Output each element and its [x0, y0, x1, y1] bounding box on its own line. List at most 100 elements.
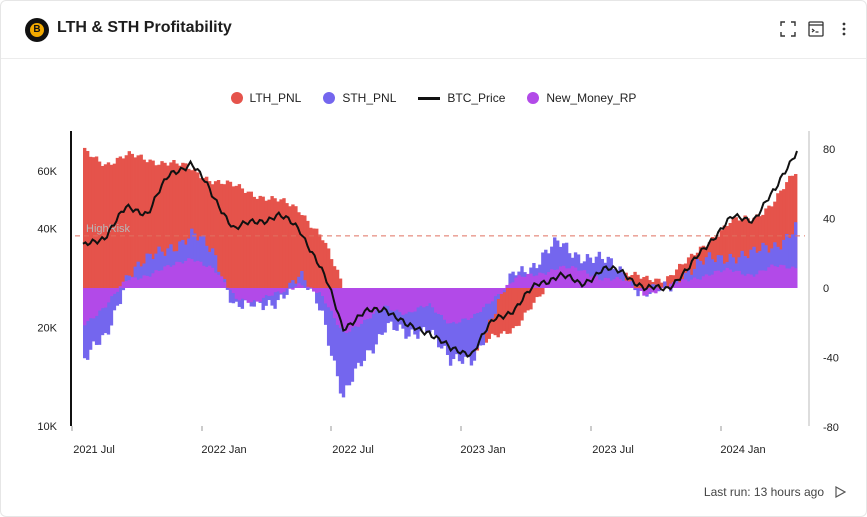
lth-pnl-bar — [240, 188, 245, 288]
legend-label: STH_PNL — [342, 91, 397, 105]
lth-pnl-bar — [207, 181, 212, 288]
new-money-rp-bar — [187, 258, 191, 288]
lth-pnl-bar — [642, 277, 646, 288]
new-money-rp-bar — [157, 270, 161, 288]
sth-pnl-bar — [440, 288, 444, 349]
new-money-rp-bar — [639, 288, 643, 291]
y-right-tick-label: -80 — [823, 422, 839, 434]
sth-pnl-bar — [463, 288, 468, 357]
lth-pnl-bar — [184, 163, 188, 288]
sth-pnl-bar — [407, 288, 411, 337]
lth-pnl-bar — [532, 288, 536, 303]
sth-pnl-bar — [707, 252, 712, 288]
lth-pnl-bar — [196, 172, 200, 288]
new-money-rp-bar — [499, 288, 503, 294]
sth-pnl-bar — [460, 288, 465, 364]
more-options-icon[interactable] — [836, 21, 852, 37]
new-money-rp-bar — [365, 288, 369, 320]
bitcoin-icon: B — [30, 23, 44, 37]
lth-pnl-bar — [243, 192, 248, 288]
lth-pnl-bar — [249, 191, 253, 288]
new-money-rp-bar — [523, 276, 527, 288]
fullscreen-icon[interactable] — [780, 21, 796, 37]
new-money-rp-bar — [196, 260, 200, 288]
legend-label: LTH_PNL — [249, 91, 302, 105]
new-money-rp-bar — [136, 279, 140, 288]
new-money-rp-bar — [276, 288, 280, 292]
new-money-rp-bar — [368, 288, 372, 319]
new-money-rp-bar — [478, 288, 483, 312]
new-money-rp-bar — [559, 266, 563, 288]
legend-item-sth-pnl[interactable]: STH_PNL — [323, 91, 396, 105]
sth-pnl-bar — [794, 222, 798, 288]
new-money-rp-bar — [219, 276, 224, 288]
new-money-rp-bar — [660, 287, 664, 288]
new-money-rp-bar — [413, 288, 417, 312]
new-money-rp-bar — [100, 288, 105, 309]
new-money-rp-bar — [258, 288, 262, 302]
new-money-rp-bar — [335, 288, 340, 325]
sth-pnl-bar — [469, 288, 474, 366]
legend-item-btc-price[interactable]: BTC_Price — [418, 91, 505, 105]
y-left-tick-label: 60K — [37, 166, 57, 178]
legend-item-lth-pnl[interactable]: LTH_PNL — [230, 91, 302, 105]
new-money-rp-bar — [115, 288, 120, 292]
lth-pnl-bar — [97, 161, 102, 288]
legend-item-new-money-rp[interactable]: New_Money_RP — [527, 91, 636, 105]
new-money-rp-bar — [83, 288, 87, 326]
sth-pnl-bar — [225, 288, 230, 290]
y-right-tick-label: -40 — [823, 353, 839, 365]
new-money-rp-bar — [350, 288, 355, 328]
new-money-rp-bar — [502, 288, 506, 291]
new-money-rp-bar — [704, 274, 709, 288]
lth-pnl-bar — [520, 288, 524, 321]
new-money-rp-bar — [645, 288, 649, 296]
sth-pnl-bar — [478, 288, 483, 346]
sth-pnl-bar — [425, 288, 429, 333]
sth-pnl-bar — [288, 282, 292, 288]
new-money-rp-bar — [249, 288, 253, 303]
lth-pnl-bar — [273, 198, 277, 288]
lth-pnl-bar — [770, 206, 774, 288]
sth-pnl-bar — [457, 288, 462, 362]
new-money-rp-bar — [746, 273, 750, 288]
x-tick-label: 2022 Jan — [201, 444, 246, 456]
new-money-rp-bar — [422, 288, 426, 308]
legend-label: BTC_Price — [447, 91, 506, 105]
y-right-tick-label: 40 — [823, 214, 835, 226]
x-tick-label: 2023 Jan — [460, 444, 505, 456]
lth-pnl-bar — [294, 206, 298, 288]
lth-pnl-bar — [734, 217, 738, 288]
x-tick-label: 2021 Jul — [73, 444, 115, 456]
console-icon[interactable] — [808, 21, 824, 37]
new-money-rp-bar — [401, 288, 405, 315]
new-money-rp-bar — [237, 288, 242, 301]
new-money-rp-bar — [240, 288, 245, 299]
lth-pnl-bar — [261, 196, 265, 288]
sth-pnl-bar — [740, 250, 744, 288]
brand-logo: B — [25, 18, 49, 42]
new-money-rp-bar — [669, 283, 673, 288]
sth-pnl-bar — [419, 288, 423, 332]
play-icon[interactable] — [834, 486, 846, 498]
new-money-rp-bar — [538, 272, 542, 288]
sth-pnl-bar — [264, 288, 268, 306]
lth-pnl-bar — [255, 198, 259, 288]
lth-pnl-bar — [508, 288, 512, 334]
lth-pnl-bar — [306, 220, 310, 288]
new-money-rp-bar — [508, 283, 512, 288]
new-money-rp-bar — [722, 270, 726, 288]
sth-pnl-bar — [785, 233, 789, 288]
new-money-rp-bar — [216, 274, 221, 288]
lth-pnl-bar — [279, 199, 283, 288]
new-money-rp-bar — [103, 288, 108, 308]
new-money-rp-bar — [297, 283, 301, 288]
new-money-rp-bar — [404, 288, 408, 314]
new-money-rp-bar — [692, 277, 697, 288]
new-money-rp-bar — [374, 288, 378, 311]
sth-pnl-bar — [550, 246, 554, 288]
sth-pnl-bar — [261, 288, 265, 311]
page-title: LTH & STH Profitability — [57, 19, 232, 36]
new-money-rp-bar — [594, 276, 599, 288]
sth-pnl-bar — [588, 257, 593, 288]
